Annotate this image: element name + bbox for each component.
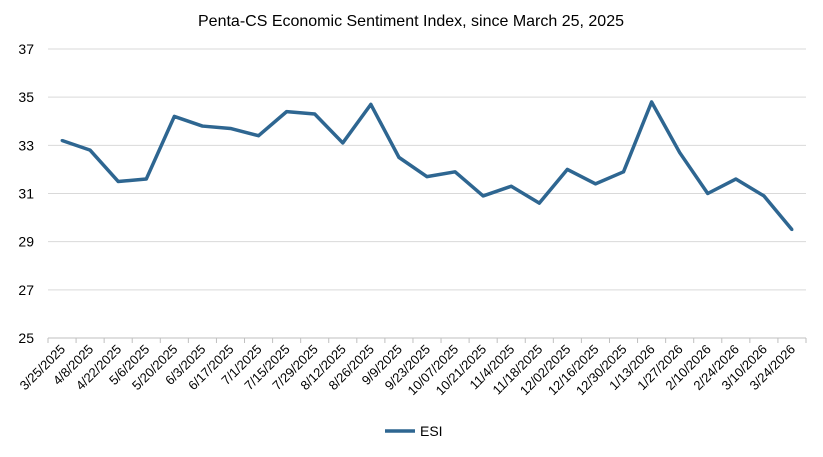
- data-point: [678, 151, 682, 155]
- data-point: [734, 177, 738, 181]
- y-tick-label: 31: [18, 186, 34, 202]
- data-point: [144, 177, 148, 181]
- y-tick-label: 25: [18, 330, 34, 346]
- data-point: [425, 175, 429, 179]
- data-point: [369, 102, 373, 106]
- y-tick-label: 27: [18, 282, 34, 298]
- data-point: [172, 114, 176, 118]
- y-tick-label: 35: [18, 89, 34, 105]
- data-point: [116, 179, 120, 183]
- data-point: [650, 100, 654, 104]
- data-point: [88, 148, 92, 152]
- data-point: [481, 194, 485, 198]
- y-tick-label: 29: [18, 234, 34, 250]
- data-point: [565, 167, 569, 171]
- data-point: [60, 139, 64, 143]
- data-point: [313, 112, 317, 116]
- data-point: [593, 182, 597, 186]
- data-point: [790, 228, 794, 232]
- data-point: [285, 110, 289, 114]
- data-point: [341, 141, 345, 145]
- data-point: [200, 124, 204, 128]
- data-point: [622, 170, 626, 174]
- data-point: [706, 192, 710, 195]
- legend-label-esi: ESI: [420, 423, 443, 439]
- data-point: [762, 194, 766, 198]
- data-point: [257, 134, 261, 138]
- chart-title: Penta-CS Economic Sentiment Index, since…: [198, 13, 624, 30]
- data-point: [453, 170, 457, 174]
- data-point: [397, 155, 401, 159]
- y-tick-label: 37: [18, 41, 34, 57]
- legend: ESI: [385, 423, 443, 439]
- data-point: [228, 126, 232, 130]
- series-line-esi: [61, 100, 794, 231]
- data-point: [537, 201, 541, 205]
- y-tick-label: 33: [18, 137, 34, 153]
- data-point: [509, 184, 513, 188]
